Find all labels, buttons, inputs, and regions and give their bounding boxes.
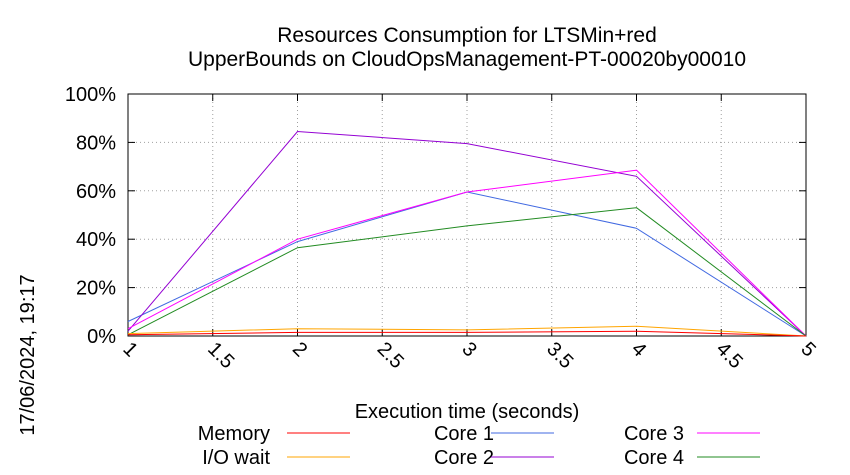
- x-axis-label: Execution time (seconds): [355, 401, 580, 423]
- y-tick-label: 20%: [76, 278, 116, 300]
- series-line-i-o-wait: [127, 325, 807, 337]
- x-tick-label: 3.5: [542, 338, 577, 373]
- x-tick-label: 2.5: [373, 338, 408, 373]
- x-tick-label: 4: [627, 338, 650, 361]
- series-line-core-3: [127, 169, 807, 337]
- x-tick-label: 5: [796, 338, 819, 361]
- grid: [128, 94, 806, 336]
- y-tick-label: 40%: [76, 229, 116, 251]
- chart-title-line2: UpperBounds on CloudOpsManagement-PT-000…: [188, 48, 746, 71]
- legend-label-i-o-wait: I/O wait: [202, 447, 270, 469]
- series-line-memory: [127, 330, 807, 337]
- series-lines: [127, 130, 807, 337]
- x-tick-label: 3: [457, 338, 480, 361]
- y-tick-label: 0%: [87, 326, 116, 348]
- x-tick-label: 1.5: [203, 338, 238, 373]
- y-tick-label: 60%: [76, 181, 116, 203]
- x-tick-label: 4.5: [712, 338, 747, 373]
- legend-label-core-4: Core 4: [624, 447, 684, 469]
- series-line-core-2: [127, 130, 807, 337]
- timestamp-label: 17/06/2024, 19:17: [17, 274, 39, 435]
- y-tick-label: 80%: [76, 132, 116, 154]
- x-tick-label: 1: [118, 338, 141, 361]
- chart-title-line1: Resources Consumption for LTSMin+red: [277, 24, 657, 47]
- legend-label-memory: Memory: [198, 423, 270, 445]
- x-tick-label: 2: [288, 338, 311, 361]
- legend-label-core-2: Core 2: [434, 447, 494, 469]
- series-line-core-4: [127, 207, 807, 337]
- legend-label-core-1: Core 1: [434, 423, 494, 445]
- legend-label-core-3: Core 3: [624, 423, 684, 445]
- y-tick-label: 100%: [65, 84, 116, 106]
